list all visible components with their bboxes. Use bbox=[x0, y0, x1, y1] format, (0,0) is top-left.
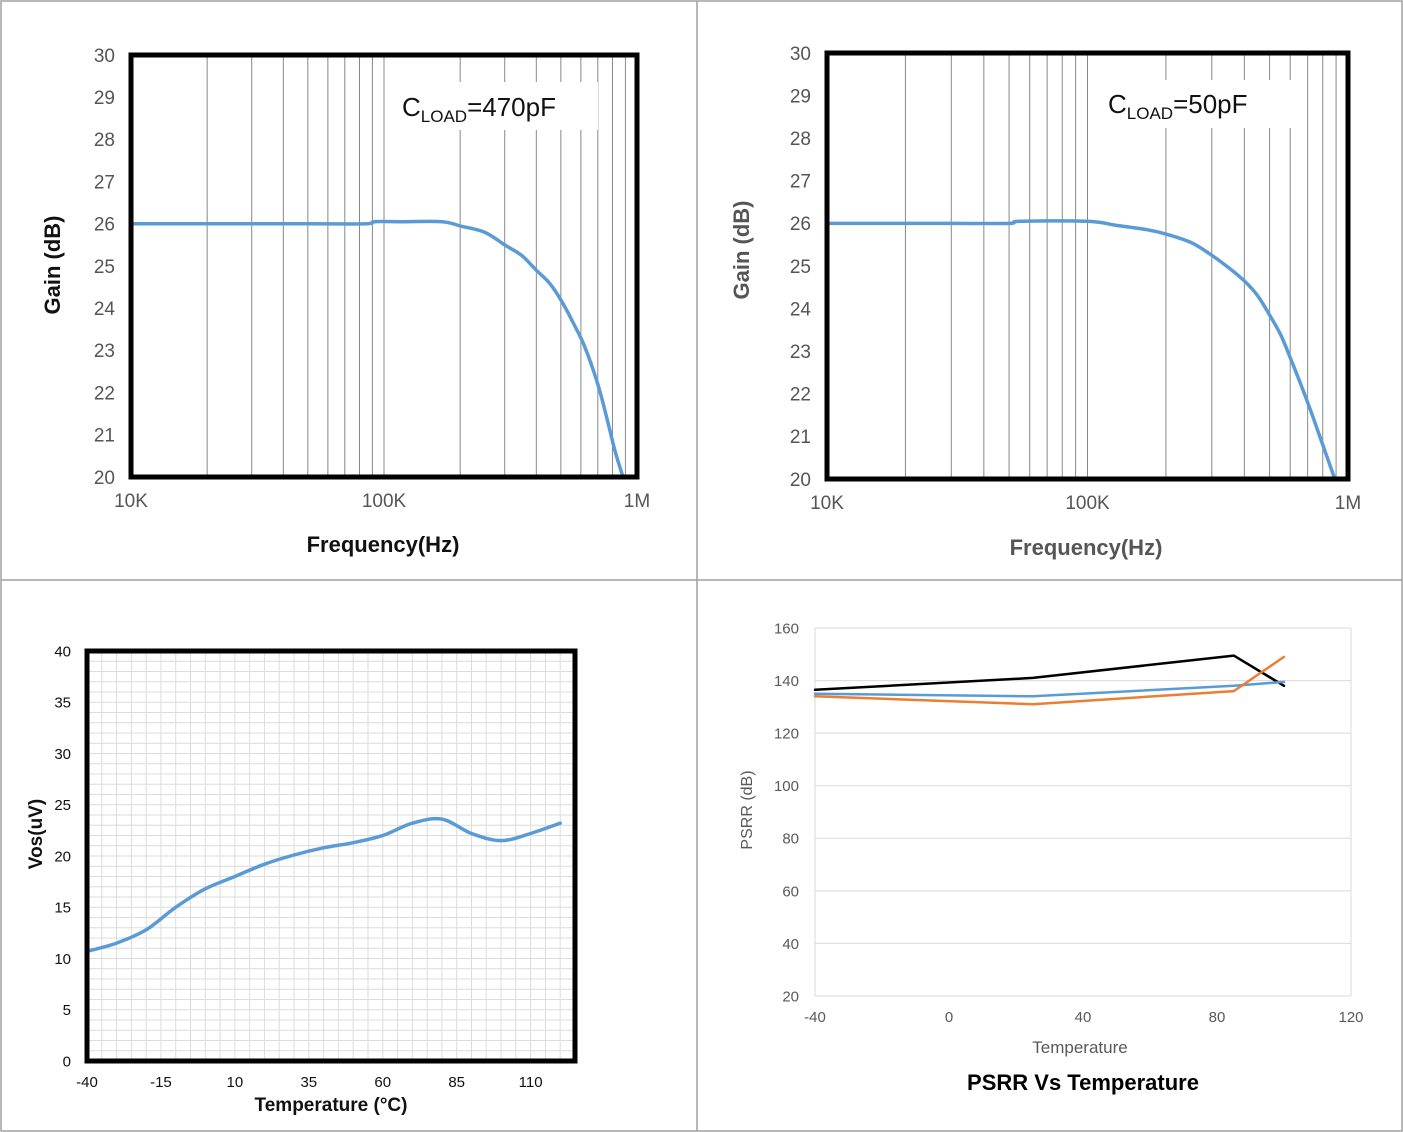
y-tick-label: 22 bbox=[94, 383, 115, 404]
series-line-0 bbox=[85, 816, 562, 954]
x-axis-label: Temperature bbox=[1032, 1038, 1127, 1057]
y-tick-label: 27 bbox=[790, 172, 811, 193]
chart-gain-470pf-svg: 20 21 22 23 24 25 26 27 28 29 30 10K 100K 1M CLOAD=4… bbox=[40, 46, 650, 557]
y-tick-label: 26 bbox=[94, 215, 115, 236]
x-tick-label: 35 bbox=[300, 1074, 317, 1091]
y-axis-label: Vos(uV) bbox=[26, 799, 47, 869]
y-tick-label: 0 bbox=[63, 1053, 71, 1070]
y-tick-label: 20 bbox=[54, 848, 71, 865]
x-tick-label: 0 bbox=[945, 1009, 953, 1026]
y-tick-label: 20 bbox=[782, 988, 799, 1005]
chart-psrr-temperature: 20 40 60 80 100 120 140 160 -40 0 40 80 120 Tempera… bbox=[697, 580, 1403, 1132]
y-tick-label: 100 bbox=[774, 778, 799, 795]
y-tick-label: 160 bbox=[774, 620, 799, 637]
x-tick-label: 10 bbox=[227, 1074, 244, 1091]
y-tick-label: 80 bbox=[782, 831, 799, 848]
series-line-0 bbox=[825, 219, 1337, 481]
y-tick-label: 20 bbox=[790, 470, 811, 491]
y-tick-label: 10 bbox=[54, 951, 71, 968]
x-tick-label: 10K bbox=[114, 491, 148, 512]
chart-gain-50pf-svg: 20 21 22 23 24 25 26 27 28 29 30 10K 100K 1M CLOAD=5… bbox=[729, 44, 1361, 560]
series-line-0 bbox=[129, 219, 625, 479]
y-tick-label: 22 bbox=[790, 385, 811, 406]
y-tick-label: 29 bbox=[94, 88, 115, 109]
y-tick-label: 24 bbox=[790, 299, 812, 320]
y-tick-label: 25 bbox=[790, 257, 811, 278]
x-tick-label: 60 bbox=[374, 1074, 391, 1091]
y-tick-label: 24 bbox=[94, 299, 116, 320]
y-tick-label: 120 bbox=[774, 726, 799, 743]
x-tick-label: 110 bbox=[519, 1074, 543, 1091]
y-tick-label: 25 bbox=[94, 257, 115, 278]
x-tick-label: 40 bbox=[1075, 1009, 1092, 1026]
annotation-label: CLOAD=50pF bbox=[1108, 89, 1248, 123]
annotation-box bbox=[1095, 80, 1295, 128]
x-tick-label: 100K bbox=[362, 491, 407, 512]
chart-title: PSRR Vs Temperature bbox=[967, 1070, 1199, 1095]
x-tick-label: 85 bbox=[448, 1074, 465, 1091]
series-line-1 bbox=[813, 680, 1286, 698]
x-tick-label: -40 bbox=[804, 1009, 826, 1026]
y-tick-label: 40 bbox=[54, 643, 71, 660]
y-tick-label: 21 bbox=[790, 427, 811, 448]
y-tick-label: 28 bbox=[94, 130, 115, 151]
y-tick-label: 30 bbox=[790, 44, 811, 65]
y-tick-label: 20 bbox=[94, 468, 115, 489]
y-tick-label: 26 bbox=[790, 214, 811, 235]
y-tick-label: 23 bbox=[94, 341, 115, 362]
y-tick-label: 60 bbox=[782, 883, 799, 900]
y-tick-label: 27 bbox=[94, 172, 115, 193]
x-tick-label: -15 bbox=[150, 1074, 172, 1091]
y-tick-label: 30 bbox=[54, 746, 71, 763]
y-tick-label: 40 bbox=[782, 936, 799, 953]
y-tick-label: 15 bbox=[54, 900, 71, 917]
x-axis-label: Temperature (°C) bbox=[255, 1095, 408, 1116]
annotation-label: CLOAD=470pF bbox=[402, 92, 556, 126]
y-axis-label: PSRR (dB) bbox=[739, 770, 756, 849]
chart-vos-temperature: 0 5 10 15 20 25 30 35 40 -40 -15 10 35 60 85 110 Tempe… bbox=[0, 580, 697, 1132]
y-tick-label: 140 bbox=[774, 673, 799, 690]
x-tick-label: 80 bbox=[1209, 1009, 1226, 1026]
annotation-box bbox=[388, 82, 598, 130]
y-tick-label: 35 bbox=[54, 695, 71, 712]
x-tick-label: 100K bbox=[1065, 493, 1110, 514]
y-tick-label: 5 bbox=[63, 1002, 71, 1019]
y-axis-label: Gain (dB) bbox=[40, 216, 65, 315]
x-axis-label: Frequency(Hz) bbox=[307, 532, 460, 557]
chart-psrr-temperature-svg: 20 40 60 80 100 120 140 160 -40 0 40 80 120 Tempera… bbox=[739, 620, 1364, 1095]
series-line-0 bbox=[813, 654, 1286, 692]
y-axis-label: Gain (dB) bbox=[729, 201, 754, 300]
series-line-2 bbox=[813, 655, 1286, 706]
x-tick-label: 1M bbox=[624, 491, 650, 512]
chart-vos-temperature-svg: 0 5 10 15 20 25 30 35 40 -40 -15 10 35 60 85 110 Tempe… bbox=[26, 643, 578, 1116]
x-axis-label: Frequency(Hz) bbox=[1010, 535, 1163, 560]
y-tick-label: 21 bbox=[94, 426, 115, 447]
y-tick-label: 28 bbox=[790, 129, 811, 150]
chart-gain-50pf: 20 21 22 23 24 25 26 27 28 29 30 10K 100K 1M CLOAD=5… bbox=[697, 0, 1403, 580]
y-tick-label: 23 bbox=[790, 342, 811, 363]
x-tick-label: 120 bbox=[1338, 1009, 1363, 1026]
y-tick-label: 29 bbox=[790, 86, 811, 107]
x-tick-label: 10K bbox=[810, 493, 844, 514]
y-tick-label: 25 bbox=[54, 797, 71, 814]
x-tick-label: -40 bbox=[76, 1074, 98, 1091]
x-tick-label: 1M bbox=[1335, 493, 1361, 514]
chart-gain-470pf: 20 21 22 23 24 25 26 27 28 29 30 10K 100K 1M CLOAD=4… bbox=[0, 0, 697, 580]
y-tick-label: 30 bbox=[94, 46, 115, 67]
